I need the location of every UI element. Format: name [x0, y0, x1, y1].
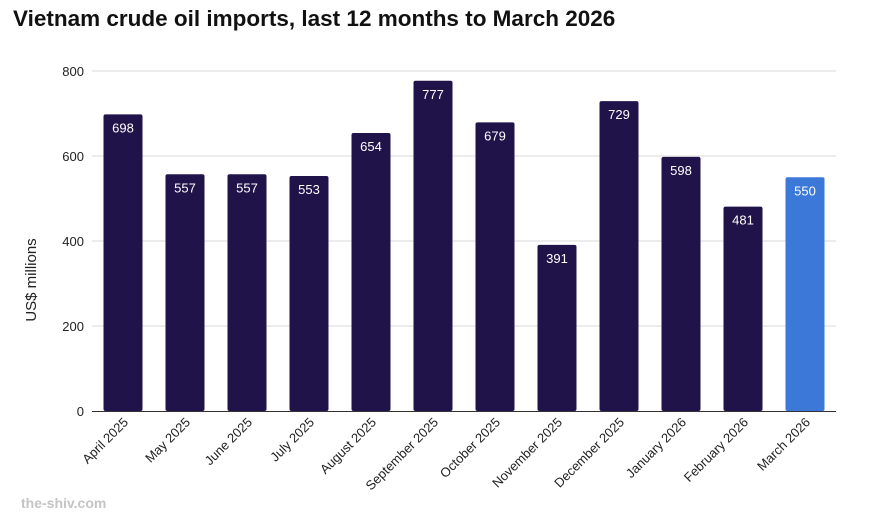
- bar: [599, 101, 639, 412]
- bar-value-label: 550: [794, 183, 816, 198]
- y-tick-label: 400: [62, 234, 84, 249]
- bar: [165, 174, 205, 411]
- x-tick-label: January 2026: [623, 415, 689, 481]
- x-tick-label: February 2026: [681, 415, 751, 485]
- y-tick-label: 800: [62, 64, 84, 79]
- bar: [227, 174, 267, 411]
- x-tick-label: May 2025: [142, 415, 193, 466]
- bar: [413, 80, 453, 412]
- chart-title: Vietnam crude oil imports, last 12 month…: [13, 6, 616, 31]
- bar-value-label: 679: [484, 128, 506, 143]
- bar-value-label: 557: [236, 180, 258, 195]
- bar-value-label: 557: [174, 180, 196, 195]
- bar-value-label: 698: [112, 120, 134, 135]
- x-tick-label: March 2026: [754, 415, 813, 474]
- x-tick-label: July 2025: [267, 415, 317, 465]
- bar: [475, 122, 515, 412]
- bar-value-label: 553: [298, 182, 320, 197]
- bar: [289, 175, 329, 411]
- y-tick-label: 200: [62, 319, 84, 334]
- bar-labels: 698 557 557 553 654 777 679 391 729 598 481 550: [112, 87, 816, 266]
- x-tick-label: June 2025: [202, 415, 256, 469]
- bar: [351, 133, 391, 412]
- bar: [785, 177, 825, 411]
- bar-value-label: 729: [608, 107, 630, 122]
- bar: [103, 114, 143, 411]
- y-tick-label: 600: [62, 149, 84, 164]
- bar-value-label: 598: [670, 163, 692, 178]
- bars: [103, 80, 825, 412]
- bar-value-label: 777: [422, 87, 444, 102]
- y-axis-ticks: 0 200 400 600 800: [62, 64, 84, 419]
- bar: [723, 206, 763, 411]
- bar: [661, 156, 701, 411]
- bar-value-label: 481: [732, 213, 754, 228]
- y-tick-label: 0: [77, 404, 84, 419]
- x-axis-ticks: April 2025 May 2025 June 2025 July 2025 Augu…: [79, 415, 813, 494]
- watermark: the-shiv.com: [21, 495, 107, 511]
- x-tick-label: August 2025: [317, 415, 379, 477]
- x-tick-label: April 2025: [79, 415, 131, 467]
- bar-value-label: 654: [360, 139, 382, 154]
- gridlines: [92, 70, 836, 327]
- x-tick-label: October 2025: [437, 415, 503, 481]
- y-axis-title: US$ millions: [23, 238, 40, 321]
- bar-value-label: 391: [546, 251, 568, 266]
- bar: [537, 244, 577, 411]
